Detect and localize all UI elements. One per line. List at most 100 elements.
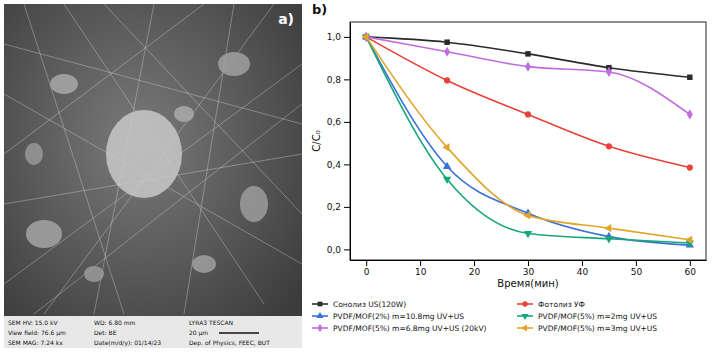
x-axis: 0102030405060 bbox=[351, 260, 707, 277]
y-tick-label: 0,6 bbox=[327, 117, 342, 127]
y-tick-mark bbox=[344, 207, 350, 208]
panel-label: a) bbox=[278, 11, 294, 27]
series-line bbox=[366, 37, 690, 243]
data-point bbox=[444, 39, 449, 44]
chart-panel: b)01020304050600,00,20,40,60,81,0Время(м… bbox=[311, 2, 707, 333]
info-text: Date(m/d/y): 01/14/23 bbox=[94, 339, 161, 347]
image-background bbox=[4, 4, 302, 348]
data-point bbox=[525, 51, 530, 56]
fiber bbox=[44, 4, 274, 314]
y-tick-mark bbox=[344, 37, 350, 38]
data-point bbox=[444, 77, 450, 83]
series-line bbox=[366, 37, 690, 77]
legend-swatch-marker bbox=[316, 312, 323, 318]
particle bbox=[218, 52, 250, 76]
legend-label: PVDF/MOF(5%) m=2mg UV+US bbox=[538, 312, 657, 321]
data-point bbox=[605, 236, 613, 243]
x-tick: 20 bbox=[469, 260, 481, 277]
y-axis-line bbox=[350, 23, 351, 261]
info-bar bbox=[4, 316, 302, 348]
data-point bbox=[604, 224, 611, 232]
legend-item: Фотолиз УФ bbox=[517, 300, 586, 309]
scale-bar bbox=[219, 332, 259, 334]
plot-marks bbox=[361, 32, 694, 248]
fiber bbox=[34, 104, 302, 314]
y-tick-mark bbox=[344, 164, 350, 165]
particle bbox=[240, 186, 268, 222]
x-tick-mark bbox=[420, 260, 421, 266]
plot-frame bbox=[350, 22, 706, 260]
y-tick-label: 1,0 bbox=[327, 32, 342, 42]
y-tick: 0,4 bbox=[327, 160, 350, 170]
fiber bbox=[184, 4, 234, 314]
legend-swatch-marker bbox=[317, 324, 322, 333]
info-text: WD: 6.80 mm bbox=[94, 319, 136, 326]
data-point bbox=[524, 231, 532, 238]
legend-item: PVDF/MOF(5%) m=3mg UV+US bbox=[517, 324, 657, 333]
x-tick-mark bbox=[366, 260, 367, 266]
data-point bbox=[606, 143, 612, 149]
fiber bbox=[104, 4, 302, 214]
info-text: Det: BE bbox=[94, 329, 117, 336]
x-tick-mark bbox=[690, 260, 691, 266]
data-point bbox=[525, 111, 531, 117]
data-point bbox=[442, 143, 449, 151]
legend-label: Фотолиз УФ bbox=[538, 300, 586, 309]
y-axis: 0,0 0,2 0,4 0,6 0,8 1,0 bbox=[327, 23, 351, 261]
legend-label: Сонолиз US(120W) bbox=[333, 300, 406, 309]
info-text: Dep. of Physics, FEEC, BUT bbox=[189, 339, 270, 347]
data-point bbox=[606, 67, 612, 77]
y-tick-label: 0,2 bbox=[327, 202, 341, 212]
y-tick: 0,0 bbox=[327, 245, 350, 255]
legend-item: Сонолиз US(120W) bbox=[312, 300, 406, 309]
y-axis-title: C/C₀ bbox=[311, 130, 322, 151]
fiber bbox=[4, 64, 302, 284]
series-line bbox=[366, 37, 690, 245]
y-tick-mark bbox=[344, 249, 350, 250]
x-tick: 30 bbox=[523, 260, 535, 277]
x-axis-title: Время(мин) bbox=[497, 278, 558, 289]
x-tick: 0 bbox=[364, 260, 370, 277]
x-tick-label: 30 bbox=[523, 267, 535, 277]
x-tick: 60 bbox=[685, 260, 697, 277]
series-line bbox=[366, 37, 690, 240]
y-tick: 0,2 bbox=[327, 202, 350, 212]
data-point bbox=[523, 211, 530, 219]
series-line bbox=[366, 37, 690, 168]
x-tick-label: 60 bbox=[685, 267, 697, 277]
panel-label: b) bbox=[312, 2, 327, 17]
x-tick-mark bbox=[582, 260, 583, 266]
x-tick: 50 bbox=[631, 260, 643, 277]
x-tick-label: 40 bbox=[577, 267, 589, 277]
y-tick-mark bbox=[344, 79, 350, 80]
legend-item: PVDF/MOF(2%) m=10.8mg UV+US bbox=[312, 312, 464, 321]
x-tick-mark bbox=[474, 260, 475, 266]
y-tick: 0,8 bbox=[327, 75, 350, 85]
figure: a)SEM HV: 15.0 kVWD: 6.80 mmLYRA3 TESCAN… bbox=[0, 0, 720, 352]
data-point bbox=[443, 177, 451, 184]
particle bbox=[192, 255, 216, 273]
particle bbox=[84, 266, 104, 282]
fiber bbox=[4, 94, 302, 264]
particle bbox=[106, 110, 182, 198]
data-point bbox=[443, 162, 451, 169]
data-point bbox=[525, 62, 531, 72]
legend-item: PVDF/MOF(5%) m=2mg UV+US bbox=[517, 312, 657, 321]
particle bbox=[174, 106, 194, 122]
y-tick-label: 0,4 bbox=[327, 160, 342, 170]
particle bbox=[25, 143, 43, 165]
particle bbox=[26, 220, 62, 248]
y-tick-label: 0,0 bbox=[327, 245, 342, 255]
legend: Сонолиз US(120W) Фотолиз УФ PVDF/MOF(2%) m… bbox=[312, 300, 657, 333]
legend-swatch-marker bbox=[521, 324, 527, 331]
legend-label: PVDF/MOF(5%) m=6.8mg UV+US (20kV) bbox=[333, 324, 487, 333]
data-point bbox=[361, 33, 368, 41]
x-tick-label: 20 bbox=[469, 267, 481, 277]
y-tick-mark bbox=[344, 122, 350, 123]
info-text: View field: 76.6 μm bbox=[8, 329, 66, 337]
data-point bbox=[687, 109, 693, 119]
info-text: 20 μm bbox=[189, 329, 208, 337]
legend-swatch-marker bbox=[522, 301, 527, 306]
info-text: LYRA3 TESCAN bbox=[189, 319, 233, 326]
fiber bbox=[64, 4, 264, 304]
